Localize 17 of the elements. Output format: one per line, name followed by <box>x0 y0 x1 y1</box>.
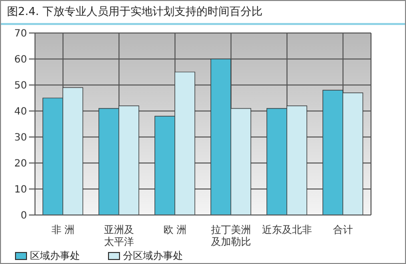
x-tick-label: 亚洲及太平洋 <box>104 224 134 248</box>
y-tick-label: 10 <box>14 184 27 196</box>
chart-title: 图2.4. 下放专业人员用于实地计划支持的时间百分比 <box>1 1 405 25</box>
x-tick-label: 近东及北非 <box>262 224 312 236</box>
legend-label: 区域办事处 <box>30 250 80 263</box>
y-tick-label: 0 <box>20 210 27 222</box>
y-tick-label: 60 <box>14 54 27 66</box>
y-tick-label: 30 <box>14 132 27 144</box>
y-tick-label: 50 <box>14 80 27 92</box>
legend-label: 分区域办事处 <box>123 250 183 263</box>
x-tick-label: 合计 <box>333 224 353 236</box>
x-tick-label: 非 洲 <box>51 224 75 236</box>
y-tick-label: 20 <box>14 158 27 170</box>
x-tick-label: 拉丁美洲及加勒比 <box>211 224 251 248</box>
x-tick-label: 欧 洲 <box>163 224 187 236</box>
y-tick-label: 40 <box>14 106 27 118</box>
y-tick-label: 70 <box>14 28 27 40</box>
